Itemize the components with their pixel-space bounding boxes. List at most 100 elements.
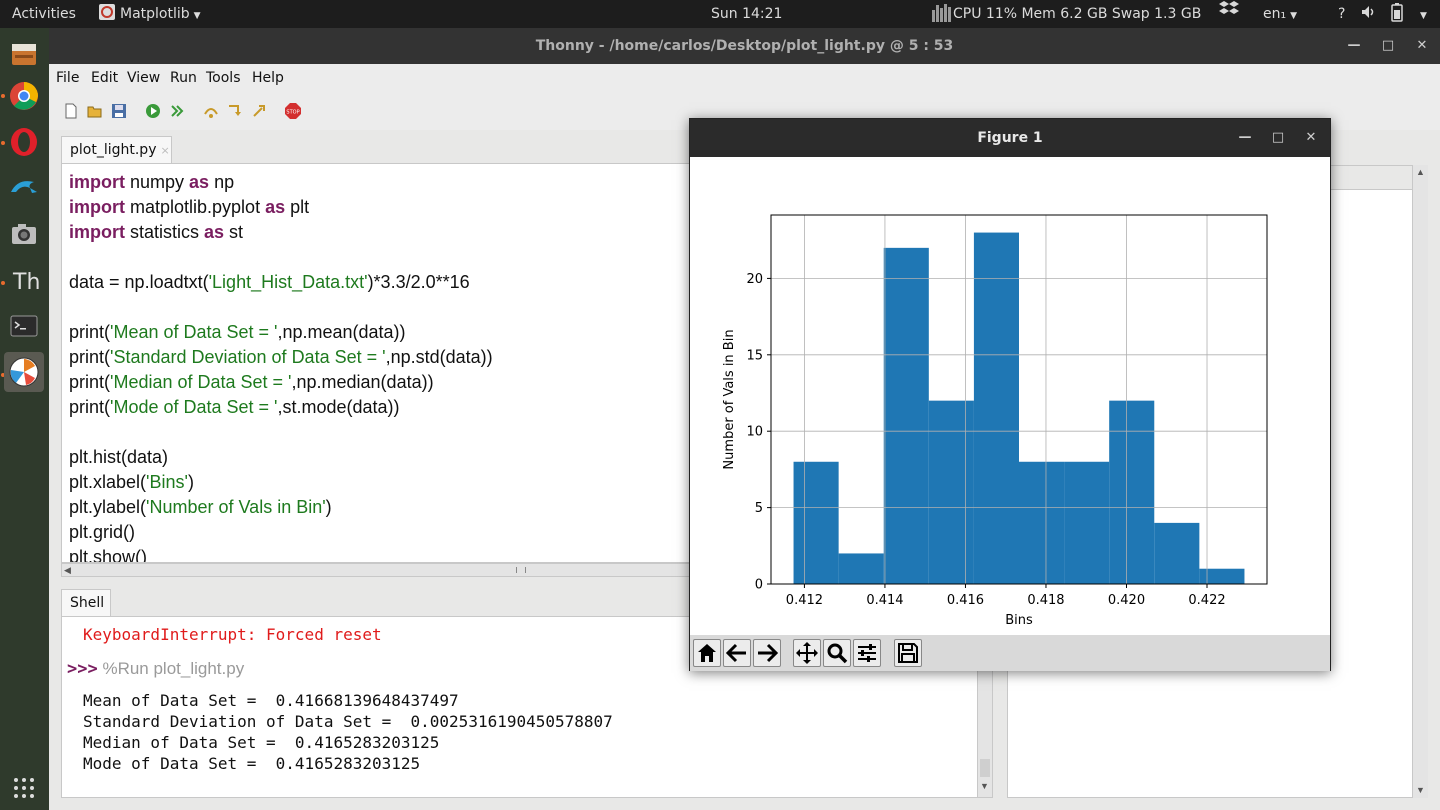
thonny-icon[interactable]: Th xyxy=(4,260,44,300)
terminal-icon[interactable] xyxy=(4,306,44,346)
home-icon[interactable] xyxy=(693,639,721,667)
scroll-thumb[interactable] xyxy=(516,567,526,573)
tab-shell[interactable]: Shell xyxy=(61,589,111,617)
app-menu[interactable]: Matplotlib ▼ xyxy=(98,0,201,28)
pan-icon[interactable] xyxy=(793,639,821,667)
code-token: ,np.mean(data)) xyxy=(277,322,406,342)
code-token: print( xyxy=(69,397,111,417)
code-token: numpy xyxy=(125,172,190,192)
activities-button[interactable]: Activities xyxy=(12,6,76,22)
matplotlib-app-icon xyxy=(99,4,115,20)
maximize-button[interactable]: □ xyxy=(1381,38,1395,53)
debug-icon[interactable] xyxy=(168,102,186,120)
menu-edit[interactable]: Edit xyxy=(91,70,119,86)
configure-subplots-icon[interactable] xyxy=(853,639,881,667)
minimize-button[interactable]: — xyxy=(1238,130,1252,145)
shell-prompt-line: >>> %Run plot_light.py xyxy=(67,659,244,679)
code-token: plt.xlabel( xyxy=(69,472,147,492)
y-tick-label: 0 xyxy=(755,578,763,593)
system-menu-arrow-icon[interactable]: ▼ xyxy=(1420,11,1427,21)
opera-icon[interactable] xyxy=(4,122,44,162)
files-icon[interactable] xyxy=(4,34,44,74)
cpu-graph-icon xyxy=(932,4,951,22)
string-token: 'Number of Vals in Bin' xyxy=(146,497,326,517)
app-grid-icon[interactable] xyxy=(4,768,44,808)
shell-output-line: Standard Deviation of Data Set = 0.00253… xyxy=(83,712,613,731)
keyword-token: as xyxy=(265,197,286,217)
new-file-icon[interactable] xyxy=(62,102,80,120)
code-token: )*3.3/2.0**16 xyxy=(367,272,470,292)
tab-close-icon[interactable]: × xyxy=(160,144,170,157)
shell-command: %Run plot_light.py xyxy=(102,659,245,678)
clock[interactable]: Sun 14:21 xyxy=(711,6,783,22)
close-button[interactable]: ✕ xyxy=(1416,38,1428,53)
tab-plot-light[interactable]: plot_light.py × xyxy=(61,136,172,164)
scroll-thumb[interactable] xyxy=(980,759,990,777)
code-token: plt.ylabel( xyxy=(69,497,147,517)
x-tick-label: 0.416 xyxy=(947,593,984,608)
code-token: print( xyxy=(69,322,111,342)
code-line: import matplotlib.pyplot as plt xyxy=(69,197,309,222)
histogram-bar xyxy=(928,400,974,584)
figure-canvas[interactable]: 0.412 0.414 0.416 0.418 0.420 0.422 0 5 10 15 20 Bi… xyxy=(690,157,1330,635)
code-token: plt.show() xyxy=(69,547,148,563)
scroll-left-icon[interactable]: ◀ xyxy=(64,565,71,575)
code-line: plt.xlabel('Bins') xyxy=(69,472,194,497)
dropbox-icon[interactable] xyxy=(1219,0,1239,28)
dropdown-arrow-icon: ▼ xyxy=(1290,11,1298,21)
scroll-up-icon[interactable]: ▲ xyxy=(1416,167,1425,177)
battery-icon[interactable] xyxy=(1390,0,1404,28)
scroll-down-icon[interactable]: ▼ xyxy=(1416,785,1425,795)
menu-help[interactable]: Help xyxy=(252,70,284,86)
help-icon[interactable]: ? xyxy=(1338,6,1346,22)
close-button[interactable]: ✕ xyxy=(1305,130,1317,145)
y-tick-label: 15 xyxy=(746,348,763,363)
app-menu-label: Matplotlib xyxy=(120,6,190,22)
save-file-icon[interactable] xyxy=(110,102,128,120)
code-editor[interactable]: import numpy as np import matplotlib.pypl… xyxy=(61,163,991,563)
system-monitor[interactable]: CPU 11% Mem 6.2 GB Swap 1.3 GB xyxy=(931,0,1201,28)
stop-icon[interactable]: STOP xyxy=(284,102,302,120)
language-selector[interactable]: en₁ ▼ xyxy=(1263,0,1297,28)
menu-run[interactable]: Run xyxy=(170,70,197,86)
shell-prompt: >>> xyxy=(67,659,98,679)
back-arrow-icon[interactable] xyxy=(723,639,751,667)
volume-icon[interactable] xyxy=(1360,0,1378,28)
step-over-icon[interactable] xyxy=(202,102,220,120)
dolphin-icon[interactable] xyxy=(4,168,44,208)
window-titlebar[interactable]: Thonny - /home/carlos/Desktop/plot_light… xyxy=(49,28,1440,64)
histogram-chart: 0.412 0.414 0.416 0.418 0.420 0.422 0 5 10 15 20 Bi… xyxy=(722,214,1268,628)
code-token: np xyxy=(209,172,235,192)
menu-file[interactable]: File xyxy=(56,70,80,86)
menubar: File Edit View Run Tools Help xyxy=(49,64,1440,92)
running-indicator xyxy=(1,373,5,377)
step-into-icon[interactable] xyxy=(226,102,244,120)
minimize-button[interactable]: — xyxy=(1347,38,1361,53)
shell-output-line: Mode of Data Set = 0.4165283203125 xyxy=(83,754,421,773)
menu-tools[interactable]: Tools xyxy=(206,70,241,86)
menu-view[interactable]: View xyxy=(127,70,161,86)
keyword-token: import xyxy=(69,172,125,192)
run-icon[interactable] xyxy=(144,102,162,120)
scroll-down-icon[interactable]: ▼ xyxy=(980,781,989,791)
camera-icon[interactable] xyxy=(4,214,44,254)
code-token: ,np.std(data)) xyxy=(385,347,493,367)
keyword-token: import xyxy=(69,197,125,217)
figure-title: Figure 1 xyxy=(977,130,1043,146)
figure-titlebar[interactable]: Figure 1 — □ ✕ xyxy=(690,119,1330,157)
side-panel-scrollbar[interactable]: ▲ ▼ xyxy=(1412,165,1428,798)
code-token: data = np.loadtxt( xyxy=(69,272,209,292)
histogram-bar xyxy=(883,247,929,584)
maximize-button[interactable]: □ xyxy=(1271,130,1285,145)
tab-label: Shell xyxy=(70,595,105,611)
save-icon[interactable] xyxy=(894,639,922,667)
running-indicator xyxy=(1,281,5,285)
open-file-icon[interactable] xyxy=(86,102,104,120)
histogram-bar xyxy=(1109,400,1155,584)
figure-window: Figure 1 — □ ✕ 0.412 0.414 0.416 0.418 0.420… xyxy=(689,118,1331,671)
forward-arrow-icon[interactable] xyxy=(753,639,781,667)
zoom-icon[interactable] xyxy=(823,639,851,667)
matplotlib-icon[interactable] xyxy=(4,352,44,392)
chrome-icon[interactable] xyxy=(4,76,44,116)
step-out-icon[interactable] xyxy=(250,102,268,120)
